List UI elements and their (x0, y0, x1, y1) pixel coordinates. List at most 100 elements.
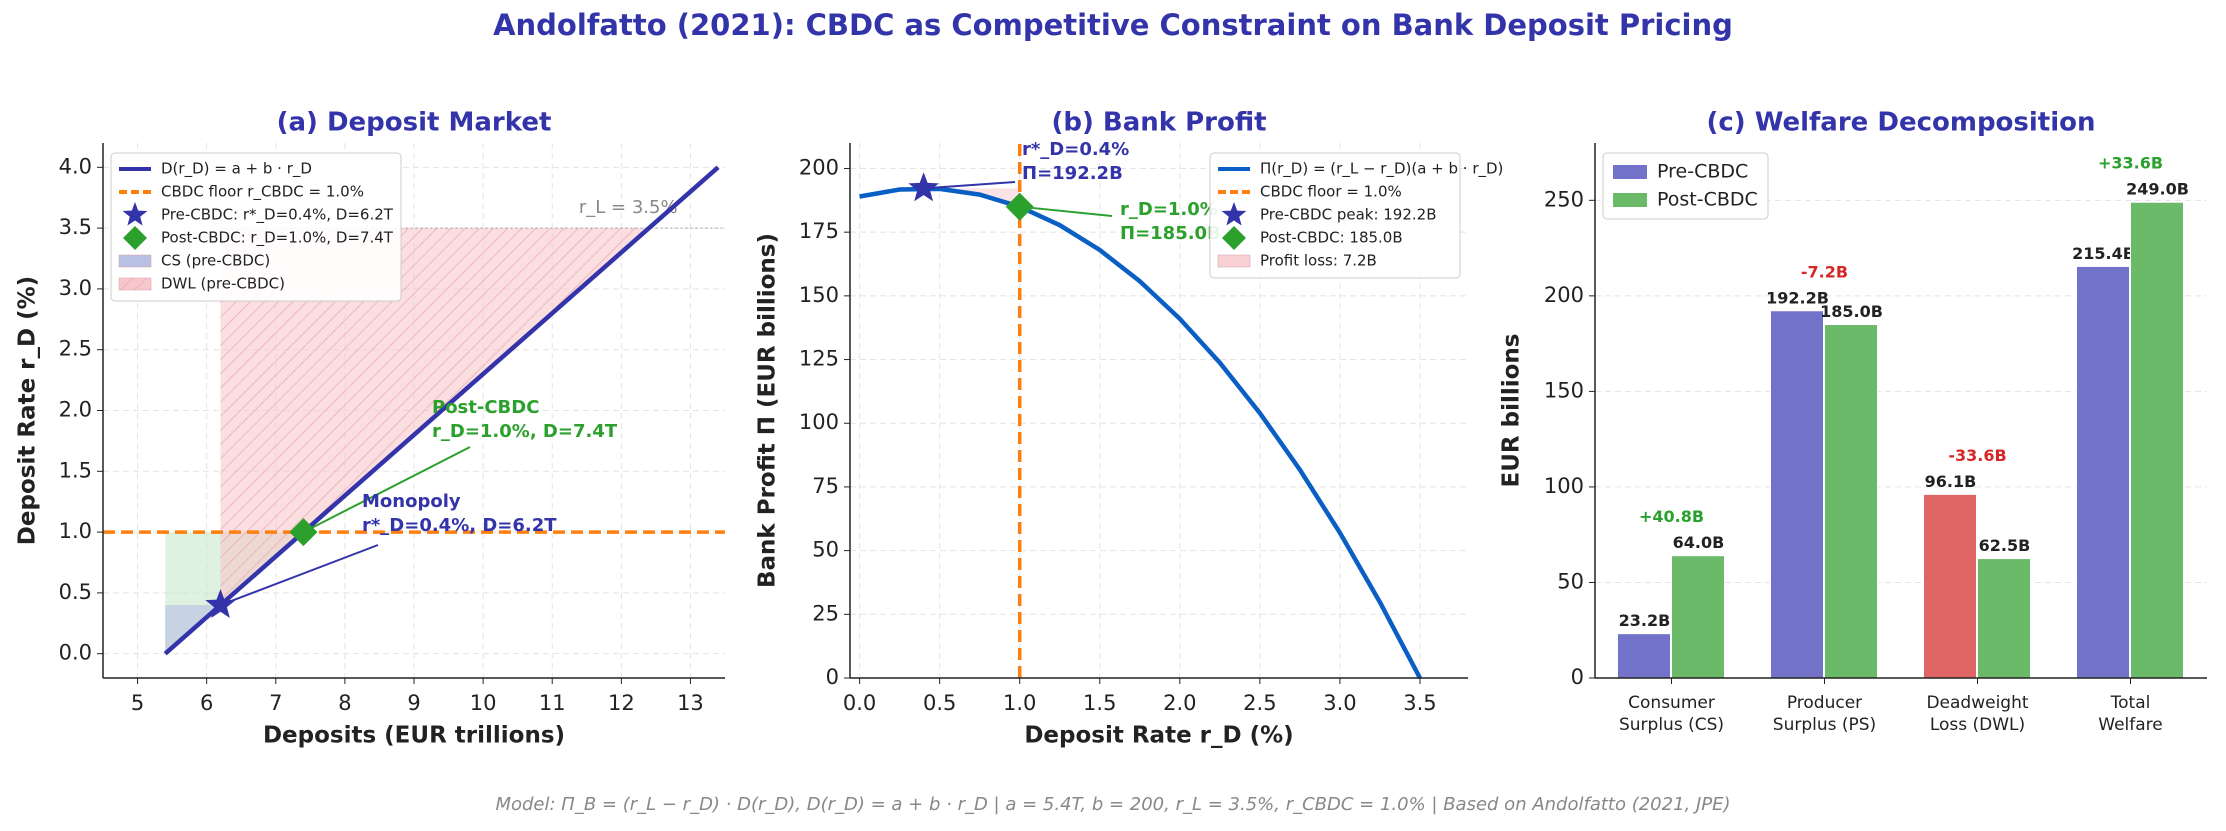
annotation: Monopoly (362, 491, 461, 512)
legend-symbol (1217, 254, 1251, 268)
x-tick-label: 2.0 (1163, 691, 1196, 715)
legend-label: CBDC floor = 1.0% (1260, 183, 1402, 201)
x-tick-label: 10 (470, 691, 497, 715)
point-marker (1005, 192, 1034, 221)
legend-label: Π(r_D) = (r_L − r_D)(a + b · r_D) (1260, 160, 1503, 179)
legend-label: Post-CBDC (1657, 189, 1758, 211)
y-tick-label: 100 (799, 410, 839, 434)
x-axis-label: Deposit Rate r_D (%) (1024, 723, 1293, 749)
x-tick-label: 8 (338, 691, 351, 715)
legend-label: Profit loss: 7.2B (1260, 252, 1377, 270)
annotation-arrow (1019, 205, 1113, 217)
bar (1770, 310, 1824, 679)
x-tick-label: 3.5 (1403, 691, 1436, 715)
x-tick-label: 6 (200, 691, 213, 715)
y-tick-label: 1.5 (59, 458, 92, 482)
change-label: -7.2B (1801, 262, 1848, 281)
legend-symbol (1221, 202, 1247, 226)
panel-title: (c) Welfare Decomposition (1706, 108, 2095, 138)
bar (1923, 493, 1977, 679)
y-tick-label: 175 (799, 219, 839, 243)
bar (1617, 633, 1671, 679)
y-axis-label: EUR billions (1499, 334, 1525, 488)
x-tick-label: Surplus (CS) (1619, 715, 1724, 735)
annotation: Π=192.2B (1022, 163, 1123, 184)
bar (2076, 265, 2130, 679)
change-label: +33.6B (2098, 154, 2163, 173)
legend-label: Pre-CBDC (1657, 161, 1748, 183)
x-tick-label: 0.0 (843, 691, 876, 715)
bar (1977, 558, 2031, 679)
y-tick-label: 150 (799, 283, 839, 307)
panel-title: (a) Deposit Market (277, 108, 552, 138)
y-tick-label: 3.5 (59, 215, 92, 239)
y-tick-label: 125 (799, 347, 839, 371)
series-line (859, 186, 1422, 680)
footnote: Model: Π_B = (r_L − r_D) · D(r_D), D(r_D… (495, 794, 1730, 815)
legend-label: Pre-CBDC peak: 192.2B (1260, 206, 1437, 224)
x-tick-label: Consumer (1628, 693, 1715, 713)
legend-label: CBDC floor r_CBDC = 1.0% (161, 183, 364, 202)
reference-label: r_L = 3.5% (579, 197, 678, 218)
y-tick-label: 200 (799, 155, 839, 179)
bar (1824, 324, 1878, 679)
series-line (163, 165, 720, 656)
annotation-arrow (923, 181, 1016, 190)
legend-label: CS (pre-CBDC) (161, 252, 270, 270)
y-tick-label: 2.5 (59, 337, 92, 361)
x-tick-label: 12 (608, 691, 635, 715)
value-label: 64.0B (1673, 533, 1725, 552)
x-tick-label: Welfare (2098, 715, 2162, 735)
y-tick-label: 3.0 (59, 276, 92, 300)
area (923, 188, 1020, 207)
value-label: 185.0B (1820, 302, 1883, 321)
x-tick-label: 2.5 (1243, 691, 1276, 715)
y-tick-label: 0.0 (59, 641, 92, 665)
x-tick-label: 5 (131, 691, 144, 715)
y-tick-label: 75 (812, 474, 839, 498)
annotation: r*_D=0.4%, D=6.2T (362, 515, 557, 536)
value-label: 192.2B (1766, 288, 1829, 307)
change-label: -33.6B (1948, 446, 2006, 465)
legend-symbol (1222, 226, 1246, 250)
legend-box (1209, 152, 1461, 279)
legend-label: DWL (pre-CBDC) (161, 275, 285, 293)
y-tick-label: 2.0 (59, 398, 92, 422)
x-tick-label: 13 (677, 691, 704, 715)
x-tick-label: Total (2110, 693, 2151, 713)
x-tick-label: 3.0 (1323, 691, 1356, 715)
y-tick-label: 50 (1557, 569, 1584, 593)
annotation-arrow (220, 544, 379, 606)
x-tick-label: 11 (539, 691, 566, 715)
y-tick-label: 25 (812, 601, 839, 625)
x-tick-label: 7 (269, 691, 282, 715)
value-label: 249.0B (2126, 180, 2189, 199)
x-tick-label: Surplus (PS) (1773, 715, 1876, 735)
legend-box (110, 152, 402, 302)
legend-symbol (1613, 165, 1647, 179)
point-marker (289, 518, 318, 547)
value-label: 62.5B (1979, 536, 2031, 555)
legend-symbol (1613, 193, 1647, 207)
point-marker (205, 589, 236, 618)
legend-symbol (119, 278, 151, 290)
y-tick-label: 50 (812, 538, 839, 562)
legend-label: Pre-CBDC: r*_D=0.4%, D=6.2T (161, 206, 394, 225)
y-tick-label: 4.0 (59, 154, 92, 178)
point-marker (908, 172, 939, 202)
legend-label: Post-CBDC: 185.0B (1260, 229, 1403, 247)
x-tick-label: 9 (407, 691, 420, 715)
y-axis-label: Deposit Rate r_D (%) (15, 276, 41, 545)
y-tick-label: 0.5 (59, 580, 92, 604)
y-tick-label: 250 (1544, 187, 1584, 211)
y-tick-label: 100 (1544, 474, 1584, 498)
legend-symbol (118, 254, 152, 268)
y-axis-label: Bank Profit Π (EUR billions) (755, 233, 781, 588)
y-tick-label: 150 (1544, 378, 1584, 402)
annotation: r_D=1.0% (1120, 199, 1218, 220)
x-axis-label: Deposits (EUR trillions) (263, 723, 565, 749)
y-tick-label: 1.0 (59, 519, 92, 543)
annotation: Π=185.0B (1120, 223, 1221, 244)
y-tick-label: 0 (1571, 665, 1584, 689)
